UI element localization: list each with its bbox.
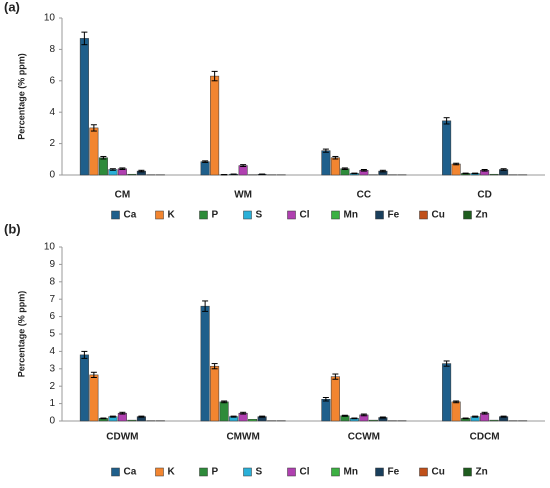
x-tick-label: CC: [357, 190, 371, 201]
y-tick-label: 5: [49, 329, 55, 340]
legend-swatch: [244, 468, 252, 476]
bar: [201, 306, 210, 421]
bar: [248, 419, 257, 421]
legend-label: S: [256, 210, 263, 221]
bar: [210, 76, 219, 175]
bar: [322, 151, 331, 175]
legend-swatch: [376, 468, 384, 476]
legend-label: P: [212, 467, 219, 478]
x-tick-label: CM: [115, 190, 131, 201]
bar: [90, 375, 99, 421]
x-tick-label: CD: [477, 190, 491, 201]
legend-label: Cu: [432, 210, 445, 221]
legend-label: Mn: [344, 210, 358, 221]
legend-label: Ca: [124, 210, 137, 221]
bar: [442, 121, 451, 175]
x-tick-label: CMWM: [226, 432, 259, 443]
y-tick-label: 2: [49, 381, 55, 392]
legend-swatch: [420, 468, 428, 476]
legend-swatch: [464, 211, 472, 219]
y-tick-label: 8: [49, 276, 55, 287]
legend-label: Cu: [432, 467, 445, 478]
legend-swatch: [420, 211, 428, 219]
bar: [322, 399, 331, 421]
y-tick-label: 10: [44, 242, 56, 253]
legend-label: Cl: [300, 467, 310, 478]
y-tick-label: 1: [49, 398, 55, 409]
legend-label: Zn: [476, 210, 488, 221]
legend-swatch: [156, 468, 164, 476]
legend-swatch: [288, 211, 296, 219]
bar: [210, 366, 219, 421]
y-tick-label: 6: [49, 75, 55, 86]
bar: [128, 174, 137, 175]
legend-swatch: [112, 468, 120, 476]
legend-swatch: [332, 468, 340, 476]
y-tick-label: 0: [49, 416, 55, 427]
legend-label: Fe: [388, 210, 400, 221]
bar: [331, 158, 340, 175]
y-tick-label: 3: [49, 363, 55, 374]
x-tick-label: WM: [234, 190, 252, 201]
legend-swatch: [200, 211, 208, 219]
legend-swatch: [200, 468, 208, 476]
bar: [442, 364, 451, 421]
legend-label: Fe: [388, 467, 400, 478]
legend-swatch: [112, 211, 120, 219]
y-tick-label: 10: [44, 13, 56, 24]
legend-label: K: [168, 210, 176, 221]
x-tick-label: CDCM: [470, 432, 500, 443]
x-tick-label: CCWM: [348, 432, 380, 443]
bar: [201, 162, 210, 175]
legend-swatch: [332, 211, 340, 219]
y-tick-label: 9: [49, 259, 55, 270]
y-axis-label: Percentage (% ppm): [16, 291, 26, 378]
legend-label: Ca: [124, 467, 137, 478]
y-tick-label: 8: [49, 44, 55, 55]
bar: [490, 420, 499, 421]
legend-label: P: [212, 210, 219, 221]
y-tick-label: 2: [49, 138, 55, 149]
bar: [452, 164, 461, 175]
legend-label: Cl: [300, 210, 310, 221]
x-tick-label: CDWM: [106, 432, 138, 443]
y-tick-label: 6: [49, 311, 55, 322]
y-tick-label: 4: [49, 346, 55, 357]
bar: [99, 158, 108, 175]
bar: [220, 402, 229, 421]
legend-swatch: [376, 211, 384, 219]
legend-swatch: [156, 211, 164, 219]
y-tick-label: 7: [49, 294, 55, 305]
bar: [369, 420, 378, 421]
y-tick-label: 4: [49, 107, 55, 118]
legend-label: Zn: [476, 467, 488, 478]
bar: [80, 355, 89, 421]
bar: [331, 377, 340, 421]
y-tick-label: 0: [49, 170, 55, 181]
bar: [80, 38, 89, 175]
bar: [490, 174, 499, 175]
bar: [90, 128, 99, 175]
bar: [452, 402, 461, 421]
legend-swatch: [244, 211, 252, 219]
legend-swatch: [288, 468, 296, 476]
legend-label: S: [256, 467, 263, 478]
panel-label: (a): [4, 0, 20, 14]
legend-swatch: [464, 468, 472, 476]
panel-label: (b): [4, 221, 21, 236]
y-axis-label: Percentage (% ppm): [16, 53, 26, 140]
legend-label: K: [168, 467, 176, 478]
bar: [128, 420, 137, 421]
legend-label: Mn: [344, 467, 358, 478]
